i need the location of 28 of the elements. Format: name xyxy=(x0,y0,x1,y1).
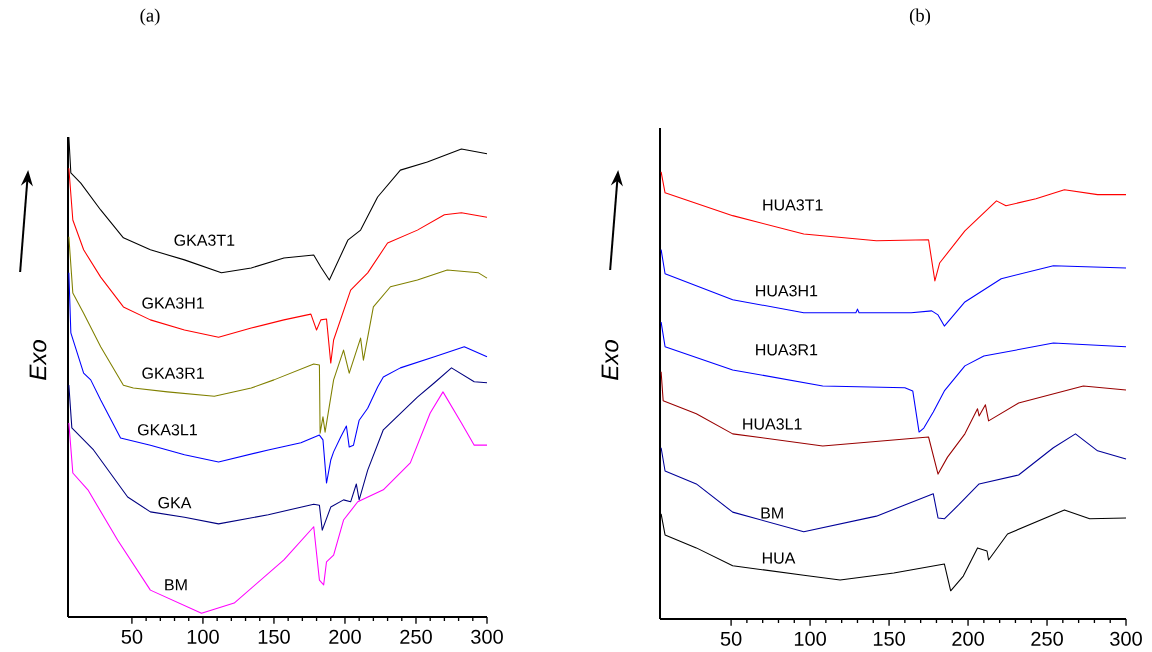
series-label: HUA3T1 xyxy=(763,199,823,211)
x-tick-label: 150 xyxy=(258,629,290,644)
x-tick-label: 300 xyxy=(1110,631,1142,646)
chart-title: (b) xyxy=(909,8,931,26)
series-label: HUA3H1 xyxy=(756,285,818,297)
series-label: GKA xyxy=(158,497,192,509)
x-tick-label: 250 xyxy=(400,629,432,644)
y-axis-title: Exo xyxy=(601,340,619,380)
x-tick-label: 50 xyxy=(121,629,143,644)
x-tick-label: 250 xyxy=(1031,631,1063,646)
series-label: HUA3L1 xyxy=(743,418,802,430)
series-label: HUA3R1 xyxy=(756,344,818,356)
x-tick-label: 100 xyxy=(794,631,826,646)
y-axis-title: Exo xyxy=(29,340,47,380)
chart-title: (a) xyxy=(140,8,160,26)
series-label: BM xyxy=(761,507,783,519)
series-label: GKA3T1 xyxy=(174,234,235,246)
series-label: GKA3R1 xyxy=(142,367,204,379)
series-label: GKA3L1 xyxy=(138,424,197,436)
x-tick-label: 100 xyxy=(187,629,219,644)
x-tick-label: 200 xyxy=(329,629,361,644)
x-tick-label: 150 xyxy=(873,631,905,646)
x-tick-label: 200 xyxy=(952,631,984,646)
series-label: BM xyxy=(165,579,187,591)
x-tick-label: 50 xyxy=(720,631,742,646)
series-label: HUA xyxy=(762,552,796,564)
x-tick-label: 300 xyxy=(471,629,503,644)
series-label: GKA3H1 xyxy=(142,297,204,309)
